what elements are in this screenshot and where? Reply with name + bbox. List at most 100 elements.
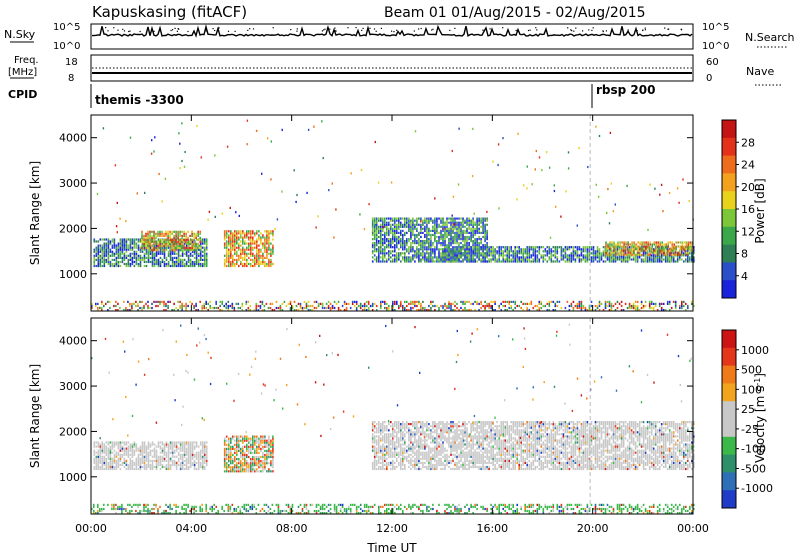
echo-cell (386, 306, 388, 310)
echo-cell (245, 309, 248, 312)
echo-cell (681, 243, 684, 246)
echo-cell (181, 459, 184, 462)
echo-cell (524, 302, 526, 305)
echo-cell (260, 248, 262, 251)
echo-cell (113, 461, 116, 464)
echo-cell (512, 256, 514, 259)
echo-cell (175, 230, 177, 233)
echo-cell (242, 439, 244, 442)
echo-cell (572, 250, 575, 253)
echo-cell (462, 219, 464, 222)
echo-cell (627, 251, 629, 254)
echo-cell (181, 441, 184, 444)
echo-cell (149, 232, 151, 235)
echo-cell (155, 247, 157, 250)
echo-cell (596, 250, 599, 253)
echo-cell (185, 262, 188, 266)
echo-cell (484, 256, 486, 259)
echo-cell (203, 250, 206, 253)
echo-cell (534, 252, 537, 255)
echo-cell (137, 455, 140, 458)
echo-cell (396, 246, 398, 249)
echo-cell (637, 253, 639, 256)
echo-cell (468, 217, 470, 220)
echo-cell (396, 258, 398, 261)
echo-cell (420, 227, 422, 230)
echo-cell (230, 236, 232, 239)
echo-cell (424, 254, 426, 257)
echo-cell (576, 256, 579, 259)
echo-cell (255, 306, 258, 310)
echo-cell (321, 302, 324, 305)
echo-cell (93, 250, 96, 253)
echo-cell (103, 248, 106, 251)
echo-cell (107, 443, 110, 446)
echo-cell (627, 249, 629, 252)
echo-cell (268, 246, 270, 249)
echo-cell (203, 304, 205, 308)
echo-cell (554, 250, 557, 253)
echo-cell (161, 441, 164, 444)
echo-cell (464, 256, 466, 259)
echo-cell (412, 256, 414, 259)
echo-cell (169, 246, 172, 249)
echo-cell (498, 248, 500, 251)
echo-cell (93, 451, 96, 454)
echo-cell (458, 248, 460, 251)
echo-cell (424, 244, 426, 247)
echo-cell (244, 451, 246, 454)
echo-cell (197, 463, 200, 467)
echo-cell (236, 439, 238, 442)
echo-cell (159, 260, 162, 264)
echo-cell (139, 262, 142, 266)
echo-cell (518, 304, 520, 308)
echo-cell (230, 254, 232, 257)
echo-cell (181, 252, 184, 255)
echo-cell (565, 190, 567, 193)
echo-cell (371, 219, 374, 222)
echo-cell (153, 449, 156, 452)
echo-cell (412, 306, 414, 310)
echo-cell (642, 304, 645, 308)
echo-cell (115, 244, 118, 247)
echo-cell (450, 238, 452, 241)
echo-cell (655, 253, 657, 256)
echo-cell (681, 302, 683, 305)
nsearch-dot (681, 29, 683, 31)
echo-cell (167, 246, 170, 249)
echo-cell (321, 306, 324, 310)
echo-cell (526, 252, 528, 255)
echo-cell (424, 256, 426, 259)
echo-cell (689, 241, 692, 244)
echo-cell (636, 304, 639, 308)
echo-cell (632, 302, 635, 305)
echo-cell (171, 262, 174, 266)
echo-cell (653, 241, 655, 244)
echo-cell (187, 256, 190, 259)
echo-cell (266, 230, 268, 233)
echo-cell (474, 260, 476, 263)
echo-cell (266, 240, 268, 243)
echo-cell (492, 254, 494, 257)
echo-cell (482, 258, 484, 261)
echo-cell (442, 250, 444, 253)
echo-cell (444, 309, 446, 312)
echo-cell (454, 242, 456, 245)
echo-cell (434, 231, 436, 234)
echo-cell (129, 258, 132, 261)
echo-cell (259, 304, 262, 308)
echo-cell (476, 252, 478, 255)
echo-cell (607, 188, 609, 191)
echo-cell (661, 251, 663, 254)
echo-cell (438, 258, 440, 261)
echo-cell (129, 240, 132, 243)
echo-cell (651, 247, 653, 250)
echo-cell (656, 256, 659, 259)
echo-cell (582, 304, 585, 308)
echo-cell (117, 242, 120, 245)
echo-cell (123, 246, 126, 249)
echo-cell (230, 458, 232, 461)
echo-cell (234, 451, 236, 454)
echo-cell (203, 451, 206, 454)
echo-cell (121, 445, 124, 448)
